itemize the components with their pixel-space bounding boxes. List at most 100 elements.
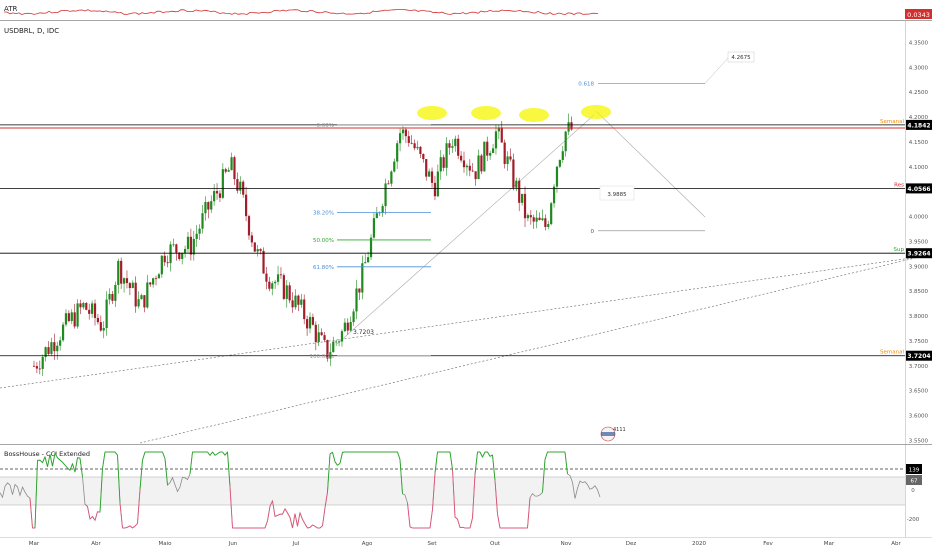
candle-body: [524, 194, 526, 218]
atr-line: [4, 10, 598, 15]
cci-overbought-segment: [143, 452, 146, 460]
candle-body: [126, 278, 128, 283]
cci-oversold-segment: [315, 526, 318, 528]
candle-body: [416, 147, 418, 148]
candle-body: [373, 218, 375, 237]
trendlines: [0, 111, 932, 443]
cci-oversold-segment: [133, 526, 136, 528]
cci-overbought-segment: [340, 452, 343, 463]
callout-line: [705, 58, 728, 83]
candle-body: [541, 218, 543, 220]
candle-body: [460, 156, 462, 161]
cci-oversold-segment: [498, 514, 501, 528]
candle-body: [527, 215, 529, 218]
candle-body: [451, 146, 453, 148]
fib-label: 0.00%: [317, 123, 334, 129]
y-tick-label: 3.9500: [909, 239, 929, 245]
cci-overbought-segment: [398, 452, 401, 460]
candle-body: [82, 303, 84, 307]
cci-overbought-segment: [435, 452, 438, 473]
candle-body: [466, 166, 468, 167]
candle-body: [306, 319, 308, 328]
candle-body: [509, 156, 511, 159]
candle-body: [411, 143, 413, 144]
cci-overbought-segment: [483, 452, 486, 457]
highlights: [417, 105, 611, 122]
cci-oversold-segment: [125, 527, 128, 528]
watermark-logo: 4111: [601, 427, 626, 441]
candle-body: [155, 278, 157, 279]
candle-body: [370, 238, 372, 258]
candle-body: [129, 283, 131, 288]
candle-body: [164, 256, 166, 262]
x-tick-label: Maio: [158, 541, 172, 547]
candle-body: [376, 213, 378, 218]
cci-oversold-segment: [290, 517, 293, 528]
projection-value: 3.9885: [607, 192, 627, 198]
candle-body: [382, 206, 384, 212]
candle-body: [265, 274, 267, 282]
candle-body: [562, 151, 564, 160]
candle-body: [408, 136, 410, 143]
candle-body: [277, 274, 279, 282]
cci-overbought-segment: [73, 464, 76, 472]
cci-oversold-segment: [130, 526, 133, 528]
cci-oversold-segment: [120, 503, 123, 528]
candle-body: [117, 261, 119, 285]
candle-body: [85, 303, 87, 310]
candle-body: [492, 148, 494, 153]
main-panel: USDBRL, D, IDC 4.35004.30004.25004.20004…: [0, 21, 932, 537]
fib-label: 100.00%: [310, 354, 334, 360]
candle-body: [448, 143, 450, 148]
candle-body: [33, 366, 35, 367]
candle-body: [495, 131, 497, 148]
projection-0-label: 0: [591, 229, 595, 235]
candle-body: [274, 282, 276, 283]
candle-body: [312, 317, 314, 325]
candle-body: [271, 283, 273, 289]
candle-body: [431, 171, 433, 182]
candle-body: [463, 160, 465, 167]
x-tick-label: Nov: [561, 541, 572, 547]
candle-body: [434, 183, 436, 196]
candle-body: [315, 325, 317, 342]
cci-overbought-segment: [210, 452, 213, 455]
cci-overbought-segment: [40, 460, 43, 463]
candle-body: [53, 342, 55, 351]
candle-body: [364, 262, 366, 263]
candle-body: [219, 193, 221, 197]
candle-body: [146, 282, 148, 307]
candle-body: [123, 278, 125, 284]
cci-overbought-segment: [565, 452, 568, 474]
candle-body: [309, 317, 311, 328]
candle-body: [300, 299, 302, 304]
candle-body: [457, 139, 459, 156]
horizontal-levels: 4.1842Semanal4.0566Res3.9264Sup3.7204Sem…: [0, 119, 932, 361]
candle-body: [204, 202, 206, 213]
candle-body: [445, 143, 447, 168]
cci-oversold-segment: [305, 524, 308, 528]
candle-body: [338, 342, 340, 343]
y-tick-label: 3.8500: [909, 289, 929, 295]
candle-body: [399, 133, 401, 143]
y-tick-label: 3.9000: [909, 264, 929, 270]
candle-body: [199, 229, 201, 234]
candle-body: [303, 299, 305, 319]
candle-body: [175, 244, 177, 252]
candle-body: [216, 191, 218, 193]
cci-overbought-segment: [163, 452, 166, 459]
x-tick-label: Abr: [891, 541, 901, 547]
cci-overbought-segment: [335, 462, 338, 466]
candle-body: [181, 253, 183, 259]
level-tag: Semanal: [880, 119, 904, 125]
cci-label: BossHouse - CCI Extended: [4, 450, 90, 458]
cci-overbought-segment: [545, 452, 548, 459]
cci-overbought-segment: [218, 452, 221, 454]
candle-body: [97, 318, 99, 322]
cci-overbought-segment: [103, 452, 106, 468]
candle-body: [472, 171, 474, 172]
candles: [33, 114, 573, 376]
projection-value: 4.2675: [731, 55, 751, 61]
candle-body: [245, 195, 247, 216]
